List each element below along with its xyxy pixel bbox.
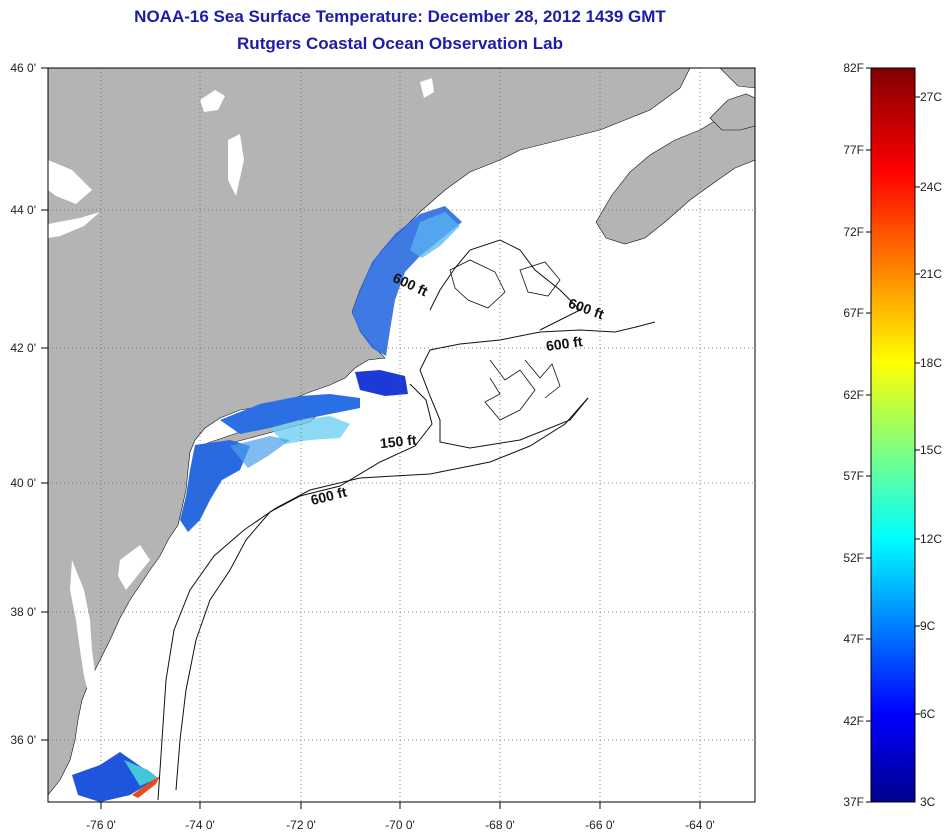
chesapeake-bay	[70, 560, 96, 700]
gulf-of-maine-basins	[449, 259, 561, 309]
sst-new-jersey	[180, 440, 250, 532]
sst-carolina	[72, 752, 158, 802]
sst-gulf-of-maine	[410, 212, 460, 258]
colorbar-c-label: 24C	[920, 180, 942, 194]
colorbar-c-label: 15C	[920, 443, 942, 457]
delaware-bay	[118, 545, 150, 590]
lon-label: -68 0'	[485, 818, 515, 832]
inland-lake	[228, 134, 244, 196]
colorbar-f-label: 57F	[843, 469, 864, 483]
isobath-600ft-georges	[419, 321, 656, 449]
lat-label: 38 0'	[10, 605, 36, 619]
colorbar-c-label: 9C	[920, 619, 936, 633]
colorbar-f-label: 62F	[843, 388, 864, 402]
sst-new-jersey-offshore	[230, 436, 290, 468]
colorbar-c-label: 18C	[920, 356, 942, 370]
colorbar-f-label: 82F	[843, 61, 864, 75]
sst-southern-new-england	[220, 394, 360, 434]
land-cape-breton	[709, 93, 755, 131]
lon-label: -76 0'	[86, 818, 116, 832]
lat-label: 40 0'	[10, 476, 36, 490]
isobath-600ft-scotian	[429, 239, 581, 331]
map-subtitle: Rutgers Coastal Ocean Observation Lab	[237, 34, 563, 53]
map-frame	[47, 67, 756, 803]
lon-label: -74 0'	[185, 818, 215, 832]
colorbar-f-label: 37F	[843, 795, 864, 809]
lon-label: -72 0'	[286, 818, 316, 832]
inland-lake	[48, 212, 100, 238]
inland-lake	[420, 78, 434, 98]
colorbar-c-label: 12C	[920, 532, 942, 546]
georges-bank-shoals	[484, 359, 561, 421]
colorbar-c-label: 21C	[920, 267, 942, 281]
colorbar-f-label: 77F	[843, 143, 864, 157]
axis-ticks	[41, 67, 701, 809]
sst-gulf-stream	[132, 776, 160, 798]
lat-label: 36 0'	[10, 733, 36, 747]
colorbar-f-label: 72F	[843, 225, 864, 239]
land-nova-scotia	[595, 104, 755, 245]
colorbar-f-label: 42F	[843, 714, 864, 728]
colorbar-c-label: 6C	[920, 707, 936, 721]
map-title: NOAA-16 Sea Surface Temperature: Decembe…	[134, 7, 666, 26]
lat-label: 42 0'	[10, 341, 36, 355]
sst-carolina-warm	[124, 760, 158, 786]
contour-label-150ft: 150 ft	[379, 431, 417, 451]
sst-cape-cod	[355, 370, 408, 396]
contour-label-600ft: 600 ft	[545, 333, 584, 354]
lon-label: -64 0'	[685, 818, 715, 832]
colorbar-f-label: 52F	[843, 551, 864, 565]
isobath-150ft	[175, 383, 433, 791]
colorbar-f-label: 67F	[843, 306, 864, 320]
sst-shelf	[270, 416, 350, 444]
inland-lake	[200, 90, 225, 112]
lat-label: 46 0'	[10, 61, 36, 75]
colorbar-c-label: 3C	[920, 795, 936, 809]
colorbar	[870, 67, 916, 803]
colorbar-f-label: 47F	[843, 632, 864, 646]
lat-label: 44 0'	[10, 203, 36, 217]
lon-label: -66 0'	[585, 818, 615, 832]
lon-label: -70 0'	[385, 818, 415, 832]
inland-lake	[48, 160, 92, 204]
isobath-600ft	[157, 397, 589, 801]
colorbar-c-label: 27C	[920, 90, 942, 104]
land-newfoundland	[719, 68, 755, 89]
colorbar-ticks	[866, 67, 920, 803]
